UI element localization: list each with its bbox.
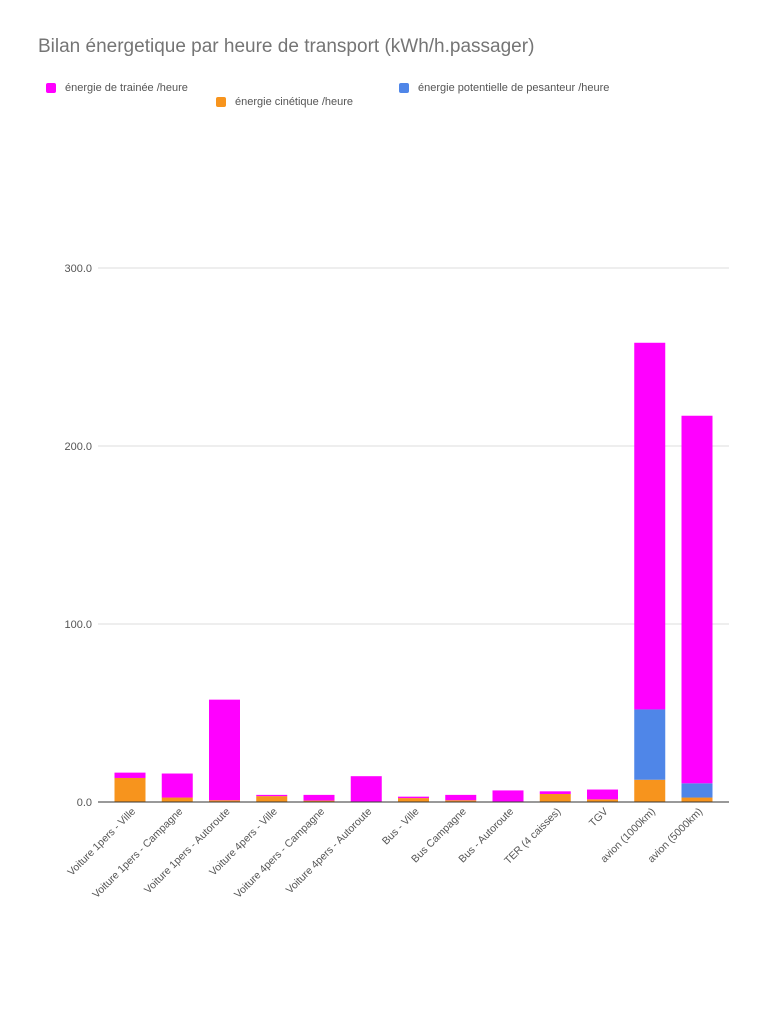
x-tick-label: Bus - Ville xyxy=(380,806,422,848)
x-tick-label: Voiture 4pers - Autoroute xyxy=(284,806,375,897)
legend-label-drag: énergie de trainée /heure xyxy=(65,82,188,94)
bar-segment xyxy=(634,342,666,710)
bar-segment xyxy=(539,791,571,794)
legend-swatch-drag xyxy=(46,83,56,93)
bar-segment xyxy=(445,800,477,802)
legend-label-kinetic: énergie cinétique /heure xyxy=(235,96,354,108)
bar-segment xyxy=(681,797,713,802)
bar-segment xyxy=(681,415,713,784)
y-axis-tick-labels: 0.0 100.0 200.0 300.0 xyxy=(64,263,92,809)
bar-segment xyxy=(209,699,240,801)
bar-segment xyxy=(209,800,240,802)
bar-segment xyxy=(114,772,146,778)
bar-segment xyxy=(161,773,193,798)
legend-swatch-kinetic xyxy=(216,97,226,107)
bar-segment xyxy=(256,796,288,802)
bar-segment xyxy=(350,776,382,802)
bar-segment xyxy=(114,777,146,802)
bar-segment xyxy=(539,793,571,802)
y-tick-label: 200.0 xyxy=(64,441,92,453)
bars xyxy=(114,342,713,802)
y-tick-label: 100.0 xyxy=(64,619,92,631)
bar-segment xyxy=(587,789,618,800)
bar-segment xyxy=(398,798,429,802)
bar-segment xyxy=(634,709,666,780)
x-tick-label: Voiture 4pers - Campagne xyxy=(232,806,327,901)
bar-segment xyxy=(398,796,429,799)
legend-item-potential[interactable]: énergie potentielle de pesanteur /heure xyxy=(399,82,609,94)
chart-title: Bilan énergetique par heure de transport… xyxy=(38,36,535,57)
x-tick-label: Voiture 1pers - Autoroute xyxy=(142,806,233,897)
legend-item-drag[interactable]: énergie de trainée /heure xyxy=(46,82,188,94)
bar-segment xyxy=(492,790,524,802)
bar-segment xyxy=(303,800,335,802)
grid-lines xyxy=(98,267,729,625)
x-tick-label: Voiture 1pers - Campagne xyxy=(90,806,185,901)
bar-segment xyxy=(587,799,618,802)
legend-swatch-potential xyxy=(399,83,409,93)
y-tick-label: 300.0 xyxy=(64,263,92,275)
x-tick-label: TGV xyxy=(587,806,611,830)
bar-segment xyxy=(303,794,335,801)
bar-segment xyxy=(634,779,666,802)
bar-segment xyxy=(161,797,193,802)
legend-label-potential: énergie potentielle de pesanteur /heure xyxy=(418,82,610,94)
bar-segment xyxy=(681,783,713,798)
bar-segment xyxy=(256,794,288,797)
legend-item-kinetic[interactable]: énergie cinétique /heure xyxy=(216,96,353,108)
y-tick-label: 0.0 xyxy=(77,797,92,809)
bar-segment xyxy=(445,794,477,801)
